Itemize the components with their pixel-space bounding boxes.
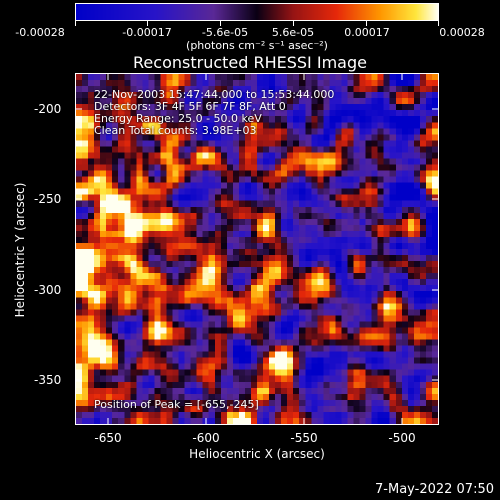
info-energy-range: Energy Range: 25.0 - 50.0 keV: [94, 112, 262, 125]
colorbar-tick-label: -0.00017: [122, 26, 172, 39]
y-tick-label: -300: [34, 283, 62, 297]
x-tick-label: -500: [388, 431, 416, 445]
y-axis-label: Heliocentric Y (arcsec): [13, 182, 27, 318]
info-detectors: Detectors: 3F 4F 5F 6F 7F 8F, Att 0: [94, 100, 286, 113]
info-time-range: 22-Nov-2003 15:47:44.000 to 15:53:44.000: [94, 88, 335, 101]
y-tick-label: -250: [34, 192, 62, 206]
timestamp: 7-May-2022 07:50: [375, 482, 494, 497]
colorbar-tick: [293, 21, 294, 26]
rhessi-image-plot: 22-Nov-2003 15:47:44.000 to 15:53:44.000…: [75, 73, 439, 425]
colorbar-tick-label: 0.00017: [344, 26, 390, 39]
colorbar-tick-label: 5.6e-05: [271, 26, 315, 39]
x-axis-label: Heliocentric X (arcsec): [189, 447, 325, 461]
x-tick-label: -550: [290, 431, 318, 445]
y-tick-label: -350: [34, 373, 62, 387]
colorbar-tick-label: -0.00028: [15, 26, 65, 39]
colorbar-tick-label: 0.00028: [439, 26, 485, 39]
info-method-counts: Clean Total counts: 3.98E+03: [94, 124, 257, 137]
colorbar-tick: [75, 21, 76, 26]
rhessi-image: [76, 74, 438, 424]
colorbar-units: (photons cm⁻² s⁻¹ asec⁻²): [186, 39, 328, 52]
x-tick-label: -650: [94, 431, 122, 445]
colorbar-tick: [366, 21, 367, 26]
y-tick-label: -200: [34, 102, 62, 116]
x-tick-label: -600: [192, 431, 220, 445]
info-peak-position: Position of Peak = [-655,-245]: [94, 398, 259, 411]
colorbar-tick: [438, 21, 439, 26]
colorbar-gradient: [76, 4, 438, 20]
colorbar: [75, 3, 439, 21]
colorbar-tick: [220, 21, 221, 26]
colorbar-tick-label: -5.6e-05: [201, 26, 249, 39]
colorbar-tick: [147, 21, 148, 26]
plot-title: Reconstructed RHESSI Image: [133, 53, 367, 72]
